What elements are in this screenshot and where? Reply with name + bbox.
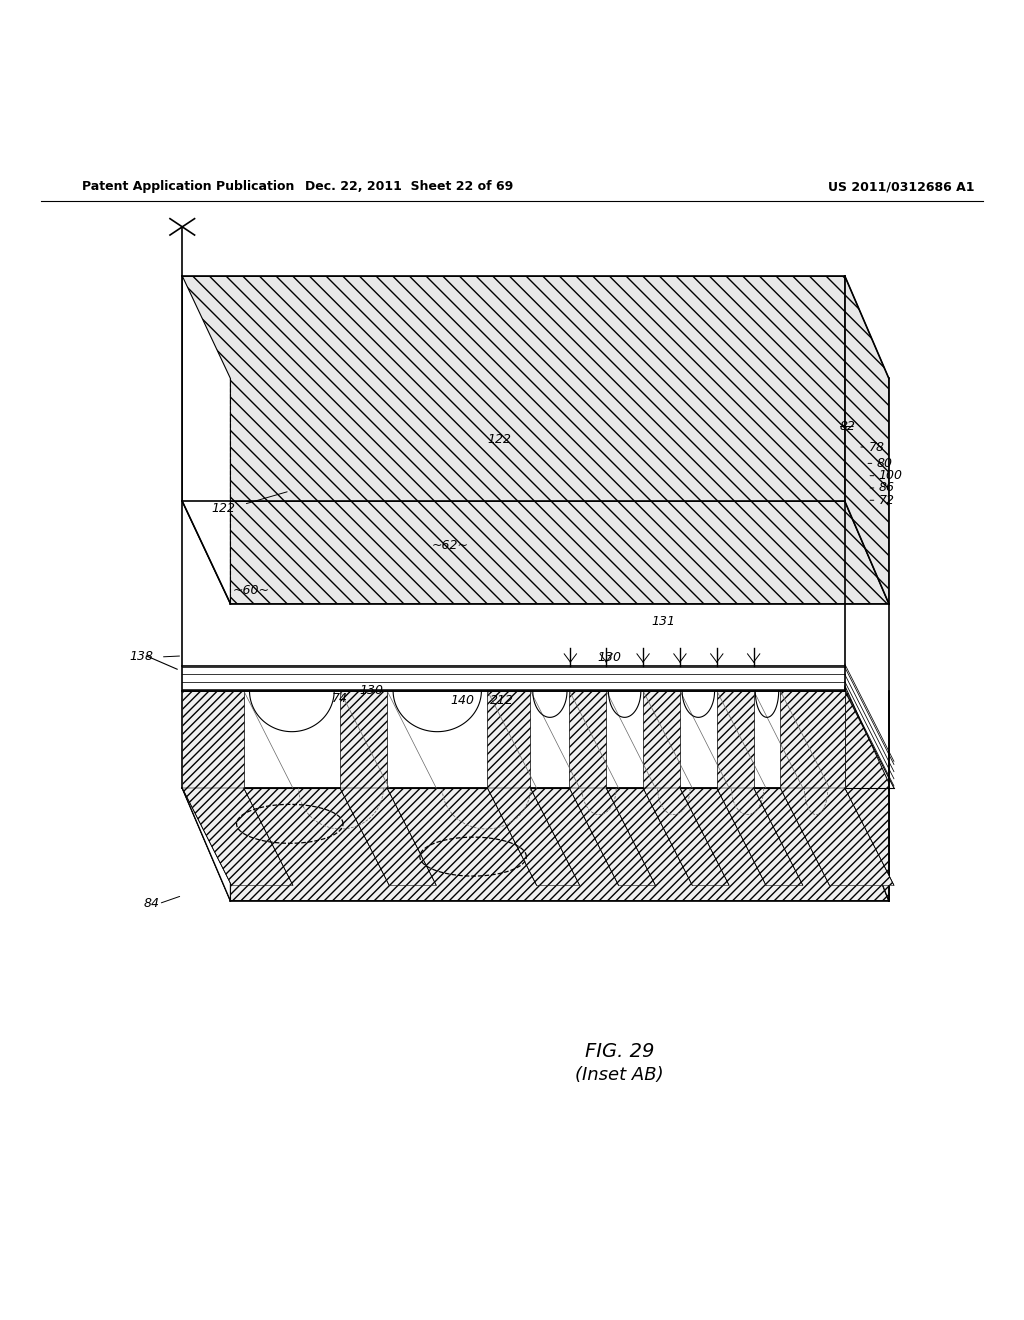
Polygon shape (182, 788, 230, 900)
Text: 122: 122 (211, 502, 236, 515)
Polygon shape (780, 690, 845, 788)
Polygon shape (182, 788, 293, 886)
Text: 84: 84 (143, 898, 160, 911)
Text: 100: 100 (879, 469, 902, 482)
Text: 80: 80 (877, 457, 893, 470)
Polygon shape (569, 788, 655, 886)
Polygon shape (340, 690, 387, 788)
Text: 74: 74 (332, 693, 348, 705)
Text: 140: 140 (451, 694, 475, 708)
Text: 122: 122 (487, 433, 512, 446)
Polygon shape (182, 276, 230, 603)
Polygon shape (845, 685, 889, 900)
Polygon shape (182, 788, 889, 900)
Polygon shape (845, 276, 889, 603)
Polygon shape (780, 788, 894, 886)
Polygon shape (182, 276, 845, 502)
Text: Dec. 22, 2011  Sheet 22 of 69: Dec. 22, 2011 Sheet 22 of 69 (305, 181, 514, 194)
Polygon shape (182, 502, 889, 603)
Polygon shape (182, 690, 244, 788)
Polygon shape (643, 690, 680, 788)
Polygon shape (340, 788, 436, 886)
Text: 212: 212 (489, 694, 514, 708)
Text: Patent Application Publication: Patent Application Publication (82, 181, 294, 194)
Text: 131: 131 (651, 615, 676, 627)
Text: 82: 82 (840, 420, 856, 433)
Polygon shape (717, 788, 803, 886)
Polygon shape (717, 690, 754, 788)
Text: 78: 78 (868, 441, 885, 454)
Polygon shape (643, 788, 729, 886)
Text: ~60~: ~60~ (232, 583, 269, 597)
Polygon shape (487, 788, 580, 886)
Text: FIG. 29: FIG. 29 (585, 1041, 654, 1061)
Text: 138: 138 (130, 651, 154, 664)
Text: 130: 130 (359, 684, 384, 697)
Text: 86: 86 (879, 482, 895, 495)
Text: 72: 72 (879, 494, 895, 507)
Polygon shape (569, 690, 606, 788)
Text: ~62~: ~62~ (432, 539, 469, 552)
Text: US 2011/0312686 A1: US 2011/0312686 A1 (827, 181, 975, 194)
Polygon shape (487, 690, 530, 788)
Text: (Inset AB): (Inset AB) (575, 1065, 664, 1084)
Text: 130: 130 (597, 652, 622, 664)
